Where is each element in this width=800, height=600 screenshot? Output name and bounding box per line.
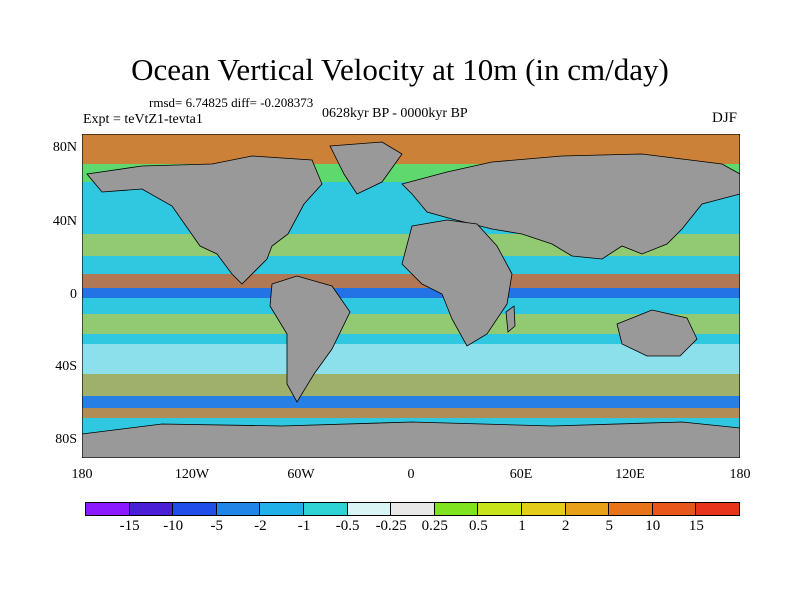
colorbar-tick-label: -0.25 — [375, 518, 407, 534]
lat-tick-label: 80N — [52, 140, 77, 155]
colorbar — [85, 502, 740, 516]
colorbar-tick-label: 15 — [688, 518, 704, 534]
lat-tick-label: 40S — [55, 359, 77, 374]
colorbar-swatch — [215, 502, 261, 516]
colorbar-swatch — [608, 502, 653, 516]
colorbar-swatch — [433, 502, 479, 516]
colorbar-swatch — [346, 502, 392, 516]
land-masses — [82, 141, 740, 458]
colorbar-tick-label: -5 — [210, 518, 224, 534]
period-label: 0628kyr BP - 0000kyr BP — [322, 106, 468, 121]
lon-tick-label: 0 — [407, 467, 415, 482]
colorbar-tick-label: -10 — [163, 518, 184, 534]
lon-tick-label: 120E — [615, 467, 645, 482]
colorbar-swatch — [128, 502, 174, 516]
lon-tick-label: 180 — [71, 467, 93, 482]
colorbar-tick-label: -15 — [119, 518, 140, 534]
lon-tick-label: 60E — [509, 467, 533, 482]
lon-tick-label: 180 — [729, 467, 751, 482]
colorbar-swatch — [172, 502, 217, 516]
australia — [616, 309, 698, 357]
experiment-label: Expt = teVtZ1-tevta1 — [83, 112, 203, 127]
colorbar-swatch — [259, 502, 304, 516]
antarctica — [82, 421, 740, 458]
stats-line: rmsd= 6.74825 diff= -0.208373 — [149, 95, 314, 110]
colorbar-tick-label: 10 — [645, 518, 661, 534]
colorbar-tick-label: 2 — [561, 518, 570, 534]
world-map — [82, 134, 740, 458]
colorbar-tick-label: 1 — [518, 518, 526, 534]
colorbar-swatch — [695, 502, 740, 516]
colorbar-tick-label: -0.5 — [335, 518, 360, 534]
lat-tick-label: 0 — [70, 287, 77, 302]
colorbar-tick-label: 0.25 — [421, 518, 448, 534]
south-america — [269, 275, 351, 403]
colorbar-tick-label: 5 — [605, 518, 613, 534]
madagascar — [505, 305, 516, 333]
colorbar-swatch — [520, 502, 566, 516]
season-label: DJF — [712, 110, 738, 126]
colorbar-tick-label: -1 — [297, 518, 311, 534]
lon-tick-label: 120W — [174, 467, 210, 482]
colorbar-tick-label: 0.5 — [469, 518, 488, 534]
colorbar-swatch — [85, 502, 130, 516]
africa — [401, 219, 513, 347]
colorbar-tick-label: -2 — [254, 518, 267, 534]
lon-tick-label: 60W — [287, 467, 315, 482]
colorbar-swatch — [390, 502, 435, 516]
lat-tick-label: 40N — [52, 214, 77, 229]
map-panel — [82, 134, 740, 458]
plot-title: Ocean Vertical Velocity at 10m (in cm/da… — [131, 52, 669, 87]
velocity-bands — [82, 134, 740, 418]
greenland — [329, 141, 403, 195]
colorbar-swatch — [651, 502, 697, 516]
colorbar-swatch — [477, 502, 522, 516]
north-america — [86, 155, 323, 285]
colorbar-swatch — [564, 502, 610, 516]
lat-tick-label: 80S — [55, 432, 77, 447]
colorbar-swatch — [302, 502, 348, 516]
